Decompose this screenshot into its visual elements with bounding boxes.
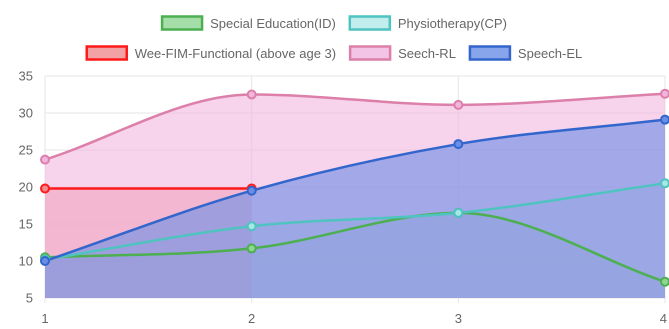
y-tick-label: 20 bbox=[19, 180, 33, 195]
axes: 5 10 15 20 25 30 35 1 2 3 4 bbox=[19, 69, 667, 327]
legend-swatch-seech-rl bbox=[348, 45, 392, 61]
legend-label-speech-el: Speech-EL bbox=[518, 46, 582, 61]
legend-label-special-education-id: Special Education(ID) bbox=[210, 16, 336, 31]
legend-swatch-wee-fim-functional-above-age-3 bbox=[85, 45, 128, 61]
line-seech-rl bbox=[44, 92, 666, 161]
line-physiotherapy-cp bbox=[44, 182, 666, 261]
point-seech-rl[interactable] bbox=[246, 89, 257, 100]
point-special-education-id[interactable] bbox=[660, 276, 669, 287]
legend-swatch-speech-el bbox=[468, 45, 512, 61]
point-seech-rl[interactable] bbox=[660, 88, 669, 99]
legend-item-speech-el[interactable]: Speech-EL bbox=[468, 45, 582, 61]
point-speech-el[interactable] bbox=[660, 114, 669, 125]
point-seech-rl[interactable] bbox=[40, 154, 50, 165]
y-tick-label: 30 bbox=[19, 106, 33, 121]
legend-label-wee-fim-functional-above-age-3: Wee-FIM-Functional (above age 3) bbox=[135, 46, 336, 61]
point-special-education-id[interactable] bbox=[246, 243, 257, 254]
legend-item-wee-fim-functional-above-age-3[interactable]: Wee-FIM-Functional (above age 3) bbox=[85, 45, 336, 61]
series-areas bbox=[45, 93, 665, 298]
line-special-education-id bbox=[44, 211, 666, 283]
y-tick-label: 15 bbox=[19, 217, 33, 232]
y-tick-label: 10 bbox=[19, 254, 33, 269]
legend-label-seech-rl: Seech-RL bbox=[398, 46, 456, 61]
x-tick-label: 1 bbox=[41, 311, 48, 326]
x-tick-label: 2 bbox=[248, 311, 255, 326]
point-speech-el[interactable] bbox=[40, 256, 50, 266]
point-wee-fim-functional-above-age-3[interactable] bbox=[40, 183, 50, 194]
point-physiotherapy-cp[interactable] bbox=[660, 178, 669, 189]
legend-item-special-education-id[interactable]: Special Education(ID) bbox=[160, 15, 336, 31]
series-points bbox=[40, 88, 669, 287]
legend-item-seech-rl[interactable]: Seech-RL bbox=[348, 45, 456, 61]
x-tick-label: 3 bbox=[455, 311, 462, 326]
point-physiotherapy-cp[interactable] bbox=[453, 207, 464, 218]
legend-swatch-physiotherapy-cp bbox=[348, 15, 392, 31]
legend: Special Education(ID) Physiotherapy(CP) We… bbox=[85, 15, 582, 61]
line-speech-el bbox=[44, 118, 666, 263]
x-tick-label: 4 bbox=[660, 311, 667, 326]
legend-item-physiotherapy-cp[interactable]: Physiotherapy(CP) bbox=[348, 15, 507, 31]
point-speech-el[interactable] bbox=[453, 139, 464, 150]
series-lines bbox=[44, 92, 666, 283]
point-physiotherapy-cp[interactable] bbox=[246, 221, 257, 232]
y-tick-label: 5 bbox=[26, 291, 33, 306]
point-seech-rl[interactable] bbox=[453, 99, 464, 110]
legend-label-physiotherapy-cp: Physiotherapy(CP) bbox=[398, 16, 507, 31]
legend-swatch-special-education-id bbox=[160, 15, 204, 31]
y-tick-label: 25 bbox=[19, 143, 33, 158]
point-speech-el[interactable] bbox=[246, 185, 257, 196]
y-tick-label: 35 bbox=[19, 69, 33, 84]
